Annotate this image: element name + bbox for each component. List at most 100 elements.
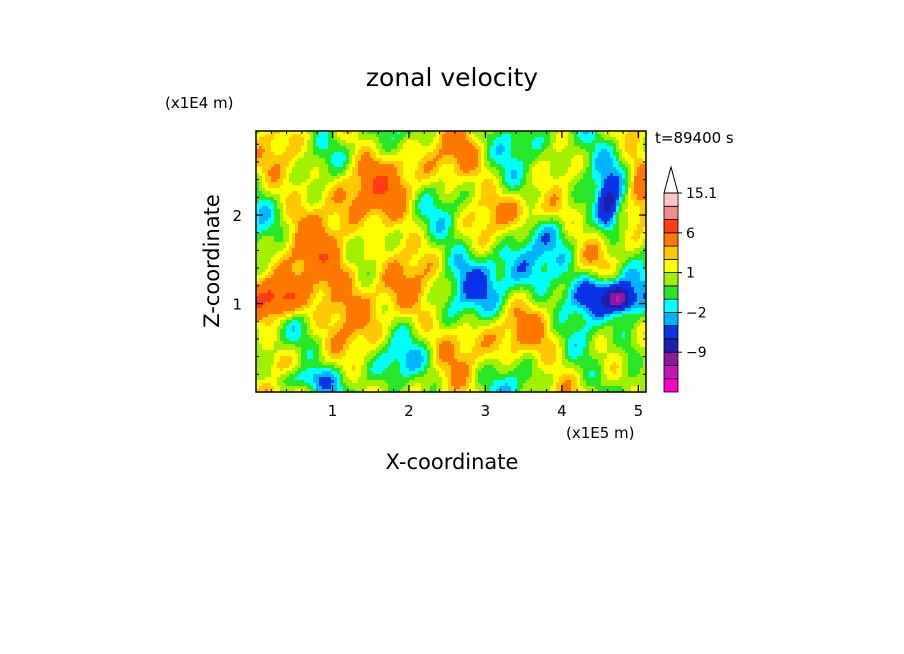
heatmap-cell bbox=[598, 170, 601, 173]
heatmap-cell bbox=[319, 158, 322, 161]
heatmap-cell bbox=[397, 233, 400, 236]
heatmap-cell bbox=[301, 239, 304, 242]
heatmap-cell bbox=[280, 188, 283, 191]
heatmap-cell bbox=[523, 155, 526, 158]
heatmap-cell bbox=[550, 143, 553, 146]
heatmap-cell bbox=[556, 170, 559, 173]
heatmap-cell bbox=[457, 236, 460, 239]
heatmap-cell bbox=[277, 242, 280, 245]
heatmap-cell bbox=[550, 197, 553, 200]
heatmap-cell bbox=[430, 188, 433, 191]
heatmap-cell bbox=[316, 188, 319, 191]
heatmap-cell bbox=[286, 188, 289, 191]
heatmap-cell bbox=[514, 212, 517, 215]
heatmap-cell bbox=[385, 152, 388, 155]
heatmap-cell bbox=[472, 188, 475, 191]
heatmap-cell bbox=[271, 191, 274, 194]
heatmap-cell bbox=[364, 218, 367, 221]
heatmap-cell bbox=[289, 233, 292, 236]
heatmap-cell bbox=[517, 137, 520, 140]
heatmap-cell bbox=[484, 164, 487, 167]
heatmap-cell bbox=[556, 239, 559, 242]
heatmap-cell bbox=[400, 158, 403, 161]
heatmap-cell bbox=[562, 176, 565, 179]
heatmap-cell bbox=[502, 176, 505, 179]
heatmap-cell bbox=[547, 182, 550, 185]
heatmap-cell bbox=[451, 158, 454, 161]
heatmap-cell bbox=[442, 218, 445, 221]
heatmap-cell bbox=[310, 173, 313, 176]
heatmap-cell bbox=[262, 158, 265, 161]
heatmap-cell bbox=[469, 215, 472, 218]
heatmap-cell bbox=[526, 203, 529, 206]
heatmap-cell bbox=[604, 212, 607, 215]
heatmap-cell bbox=[535, 200, 538, 203]
heatmap-cell bbox=[331, 194, 334, 197]
heatmap-cell bbox=[406, 155, 409, 158]
heatmap-cell bbox=[277, 185, 280, 188]
heatmap-cell bbox=[394, 170, 397, 173]
heatmap-cell bbox=[490, 221, 493, 224]
heatmap-cell bbox=[457, 179, 460, 182]
heatmap-cell bbox=[523, 215, 526, 218]
heatmap-cell bbox=[571, 185, 574, 188]
heatmap-cell bbox=[394, 167, 397, 170]
heatmap-cell bbox=[637, 179, 640, 182]
heatmap-cell bbox=[490, 206, 493, 209]
heatmap-cell bbox=[268, 194, 271, 197]
heatmap-cell bbox=[340, 152, 343, 155]
heatmap-cell bbox=[292, 245, 295, 248]
heatmap-cell bbox=[391, 170, 394, 173]
heatmap-cell bbox=[319, 161, 322, 164]
heatmap-cell bbox=[577, 167, 580, 170]
heatmap-cell bbox=[325, 206, 328, 209]
heatmap-cell bbox=[313, 239, 316, 242]
heatmap-cell bbox=[580, 146, 583, 149]
heatmap-cell bbox=[259, 230, 262, 233]
heatmap-cell bbox=[307, 137, 310, 140]
heatmap-cell bbox=[457, 140, 460, 143]
heatmap-cell bbox=[538, 176, 541, 179]
heatmap-cell bbox=[454, 230, 457, 233]
heatmap-cell bbox=[559, 173, 562, 176]
heatmap-cell bbox=[403, 134, 406, 137]
heatmap-cell bbox=[364, 239, 367, 242]
heatmap-cell bbox=[370, 239, 373, 242]
heatmap-cell bbox=[364, 194, 367, 197]
heatmap-cell bbox=[610, 182, 613, 185]
heatmap-cell bbox=[472, 203, 475, 206]
heatmap-cell bbox=[271, 194, 274, 197]
heatmap-cell bbox=[283, 146, 286, 149]
heatmap-cell bbox=[619, 218, 622, 221]
heatmap-cell bbox=[367, 221, 370, 224]
heatmap-cell bbox=[577, 224, 580, 227]
heatmap-cell bbox=[388, 209, 391, 212]
heatmap-cell bbox=[283, 152, 286, 155]
heatmap-cell bbox=[619, 197, 622, 200]
heatmap-cell bbox=[610, 134, 613, 137]
heatmap-cell bbox=[403, 152, 406, 155]
heatmap-cell bbox=[517, 224, 520, 227]
heatmap-cell bbox=[574, 233, 577, 236]
heatmap-cell bbox=[457, 173, 460, 176]
heatmap-cell bbox=[409, 143, 412, 146]
heatmap-cell bbox=[607, 179, 610, 182]
heatmap-cell bbox=[415, 230, 418, 233]
heatmap-cell bbox=[538, 224, 541, 227]
heatmap-cell bbox=[547, 200, 550, 203]
heatmap-cell bbox=[556, 233, 559, 236]
heatmap-cell bbox=[577, 164, 580, 167]
heatmap-cell bbox=[343, 173, 346, 176]
heatmap-cell bbox=[289, 179, 292, 182]
heatmap-cell bbox=[415, 194, 418, 197]
heatmap-cell bbox=[469, 200, 472, 203]
heatmap-cell bbox=[544, 230, 547, 233]
heatmap-cell bbox=[544, 212, 547, 215]
heatmap-cell bbox=[487, 212, 490, 215]
heatmap-cell bbox=[613, 188, 616, 191]
heatmap-cell bbox=[307, 149, 310, 152]
heatmap-cell bbox=[430, 221, 433, 224]
heatmap-cell bbox=[601, 209, 604, 212]
heatmap-cell bbox=[382, 209, 385, 212]
heatmap-cell bbox=[580, 242, 583, 245]
